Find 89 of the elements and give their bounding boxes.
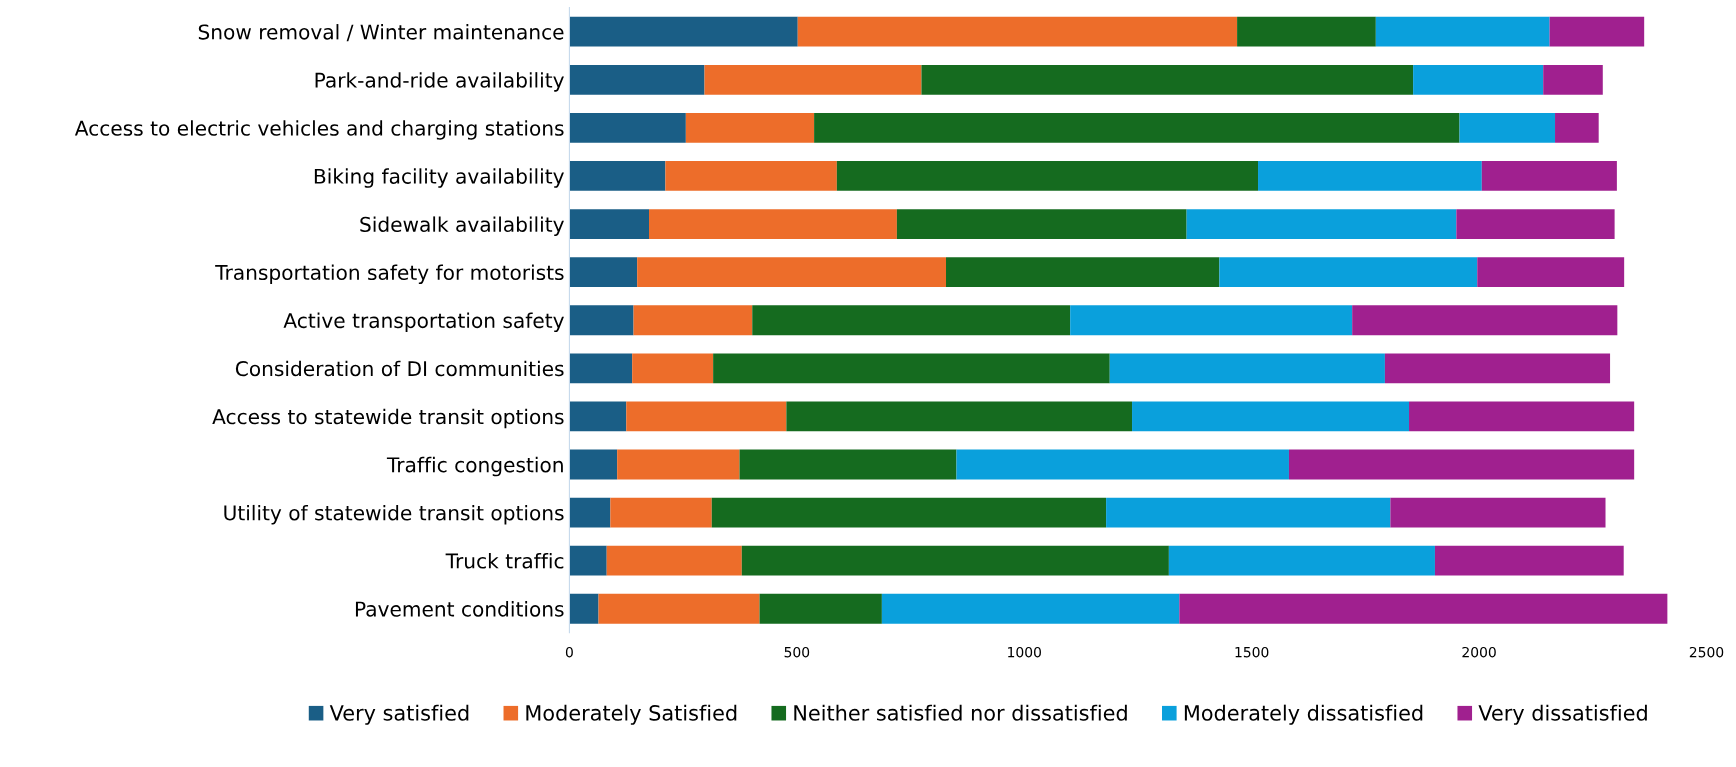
bar xyxy=(1390,497,1606,528)
bar xyxy=(1179,593,1668,624)
bar xyxy=(896,209,1187,239)
bar xyxy=(569,593,599,624)
bar xyxy=(946,257,1220,288)
y-tick-label: Consideration of DI communities xyxy=(235,360,564,377)
bar xyxy=(617,449,740,480)
x-tick-label: 1500 xyxy=(1235,646,1269,658)
bar xyxy=(759,593,882,624)
bar xyxy=(610,497,712,528)
bar xyxy=(1549,16,1645,47)
bar xyxy=(1409,401,1635,432)
bar xyxy=(1070,305,1353,336)
bar xyxy=(713,353,1110,384)
bar xyxy=(1219,257,1478,288)
bar xyxy=(569,497,611,528)
bar xyxy=(1375,16,1550,47)
bar xyxy=(1109,353,1385,384)
bar xyxy=(632,353,714,384)
bar xyxy=(739,449,957,480)
bar xyxy=(921,64,1414,95)
bar xyxy=(1413,64,1544,95)
bar xyxy=(665,161,837,191)
legend-label: Moderately dissatisfied xyxy=(1184,704,1423,725)
bar xyxy=(1459,112,1556,143)
y-tick-label: Truck traffic xyxy=(445,553,564,569)
bar xyxy=(836,161,1259,191)
bar xyxy=(1481,161,1617,191)
y-tick-label: Active transportation safety xyxy=(283,312,564,333)
bar xyxy=(741,545,1169,576)
y-tick-label: Pavement conditions xyxy=(355,601,564,617)
y-tick-label: Transportation safety for motorists xyxy=(215,264,564,284)
x-tick-label: 2000 xyxy=(1462,646,1496,658)
bar xyxy=(1384,353,1611,384)
x-tick-label: 2500 xyxy=(1689,646,1724,658)
bar xyxy=(1543,64,1603,95)
y-tick-label: Access to electric vehicles and charging stations xyxy=(74,120,564,140)
bar xyxy=(569,161,666,191)
bar xyxy=(711,497,1107,528)
bar xyxy=(626,401,787,432)
bar xyxy=(1434,545,1624,576)
bar xyxy=(569,449,618,480)
y-tick-label: Biking facility availability xyxy=(314,168,564,188)
bar xyxy=(797,16,1238,47)
bar xyxy=(569,401,627,432)
bar xyxy=(569,545,607,576)
y-tick-label: Utility of statewide transit options xyxy=(224,504,564,525)
bar xyxy=(704,64,922,95)
bar xyxy=(1477,257,1625,288)
bar xyxy=(814,112,1460,143)
bar xyxy=(1106,497,1391,528)
bar xyxy=(1168,545,1435,576)
bar xyxy=(569,112,686,143)
bar xyxy=(606,545,742,576)
legend-label: Neither satisfied nor dissatisfied xyxy=(794,704,1127,721)
y-tick-label: Access to statewide transit options xyxy=(212,408,564,429)
y-tick-label: Traffic congestion xyxy=(386,456,563,477)
bar xyxy=(569,64,705,95)
bar xyxy=(956,449,1289,480)
x-tick-label: 1000 xyxy=(1008,646,1041,658)
y-tick-label: Snow removal / Winter maintenance xyxy=(198,24,564,42)
legend-label: Very dissatisfied xyxy=(1478,704,1647,725)
bar xyxy=(1288,449,1635,480)
bar xyxy=(881,593,1180,624)
y-tick-label: Park-and-ride availability xyxy=(315,72,564,92)
bar xyxy=(569,209,649,239)
bar xyxy=(1258,161,1482,191)
bar xyxy=(685,112,815,143)
bar xyxy=(569,16,798,47)
bar xyxy=(637,257,947,288)
bar xyxy=(1186,209,1457,239)
bar xyxy=(569,353,633,384)
bar xyxy=(752,305,1071,336)
bar xyxy=(786,401,1133,432)
bar xyxy=(569,305,634,336)
bar xyxy=(633,305,753,336)
bar xyxy=(598,593,760,624)
bar xyxy=(1132,401,1410,432)
bar xyxy=(1555,112,1599,143)
bar xyxy=(569,257,638,288)
bar xyxy=(649,209,897,239)
bar xyxy=(1456,209,1615,239)
bar xyxy=(1237,16,1376,47)
bar xyxy=(1352,305,1618,336)
x-tick-label: 0 xyxy=(565,646,573,658)
y-tick-label: Sidewalk availability xyxy=(360,216,564,236)
legend-label: Moderately Satisfied xyxy=(526,704,737,725)
legend-label: Very satisfied xyxy=(329,704,469,725)
x-tick-label: 500 xyxy=(784,646,810,658)
